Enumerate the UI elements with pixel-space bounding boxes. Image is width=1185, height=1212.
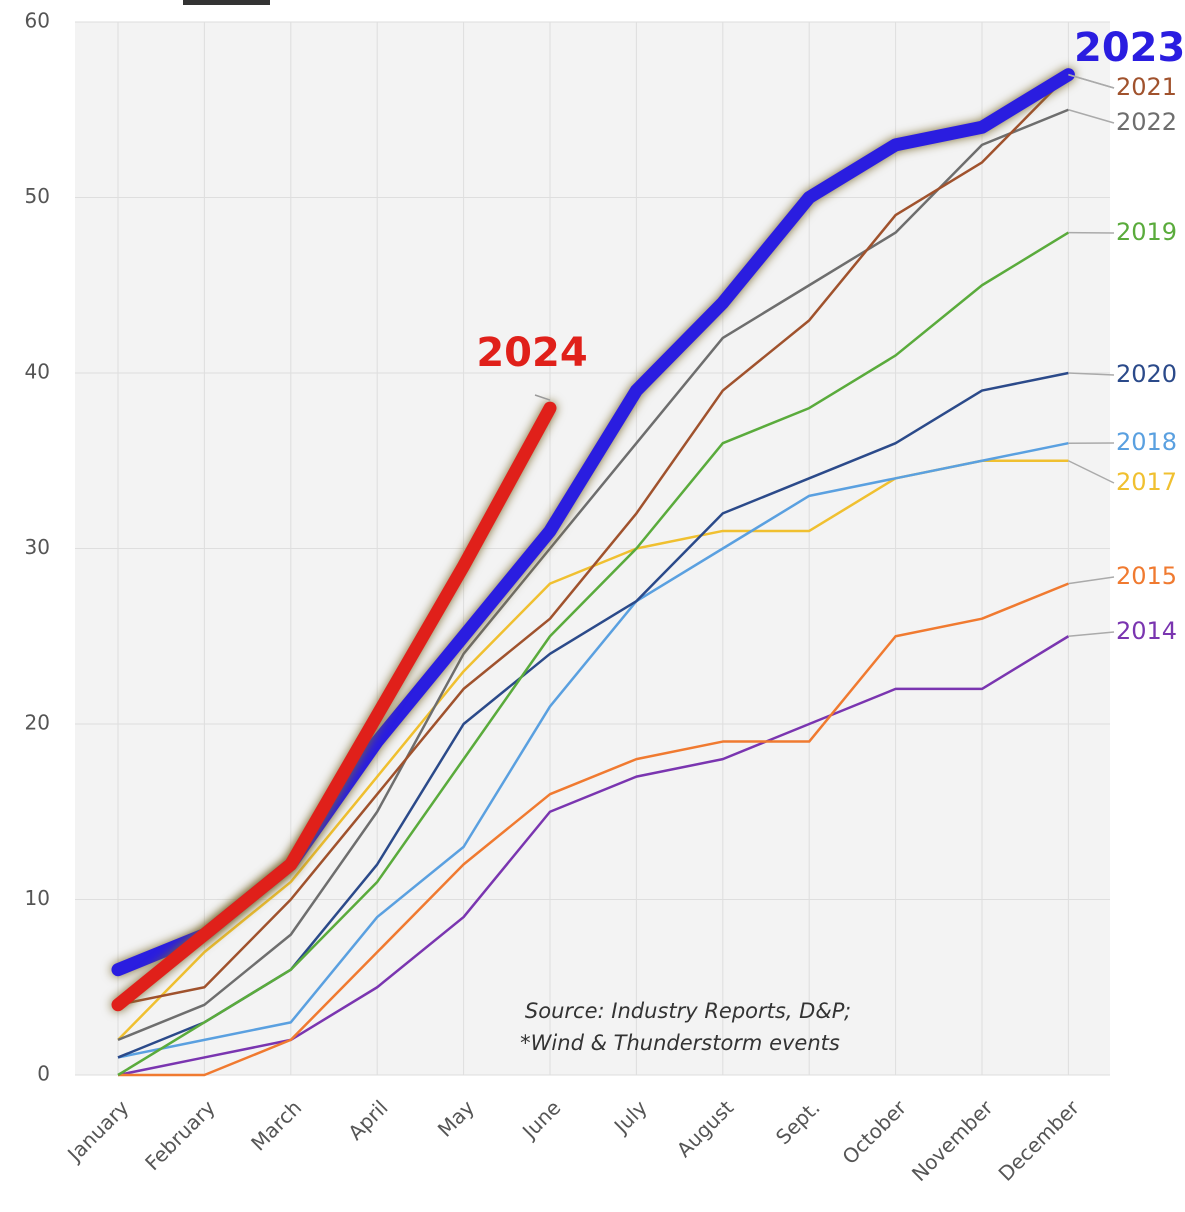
series-line xyxy=(117,73,1070,1007)
annotation: Source: Industry Reports, D&P; xyxy=(525,999,851,1023)
x-tick-label: July xyxy=(608,1095,652,1139)
series-label: 2021 xyxy=(1116,73,1177,101)
series-label: 2020 xyxy=(1116,360,1177,388)
leader-line xyxy=(1068,576,1115,585)
x-tick-label: May xyxy=(433,1095,479,1141)
annotation: *Wind & Thunderstorm events xyxy=(520,1031,840,1055)
series-line xyxy=(117,635,1070,1077)
x-tick-label: June xyxy=(516,1095,565,1144)
y-tick-label: 10 xyxy=(25,886,50,910)
x-tick-label: December xyxy=(994,1095,1085,1186)
x-tick-label: February xyxy=(140,1095,220,1175)
leader-line xyxy=(1068,109,1115,124)
series-label: 2022 xyxy=(1116,108,1177,136)
x-tick-label: April xyxy=(343,1095,392,1144)
x-tick-label: August xyxy=(672,1095,739,1162)
series-label: 2017 xyxy=(1116,468,1177,496)
x-tick-label: November xyxy=(907,1095,998,1186)
series-label: 2019 xyxy=(1116,218,1177,246)
series-label: 2014 xyxy=(1116,617,1177,645)
y-tick-label: 30 xyxy=(25,535,50,559)
leader-line xyxy=(1068,631,1115,637)
series-label: 2015 xyxy=(1116,562,1177,590)
series-line xyxy=(117,231,1070,1077)
leader-line xyxy=(1068,372,1115,376)
y-tick-label: 50 xyxy=(25,184,50,208)
x-tick-label: Sept. xyxy=(771,1095,825,1149)
leader-line xyxy=(1068,73,1115,89)
x-tick-label: March xyxy=(246,1095,306,1155)
y-tick-label: 0 xyxy=(37,1062,50,1086)
lines xyxy=(111,68,1075,1077)
y-tick-label: 20 xyxy=(25,711,50,735)
y-tick-label: 40 xyxy=(25,360,50,384)
series-line xyxy=(118,582,1069,1077)
series-line xyxy=(111,401,557,1012)
series-line xyxy=(117,441,1069,1059)
series-label: 2018 xyxy=(1116,428,1177,456)
series-label: 2023 xyxy=(1074,25,1185,71)
x-tick-label: October xyxy=(837,1095,911,1169)
top-box xyxy=(183,0,270,5)
y-tick-label: 60 xyxy=(25,9,50,33)
x-tick-label: January xyxy=(61,1095,133,1167)
leader-line xyxy=(1068,460,1115,484)
series-line xyxy=(117,108,1069,1042)
leader-line xyxy=(534,394,551,401)
series-label: 2024 xyxy=(476,330,587,376)
